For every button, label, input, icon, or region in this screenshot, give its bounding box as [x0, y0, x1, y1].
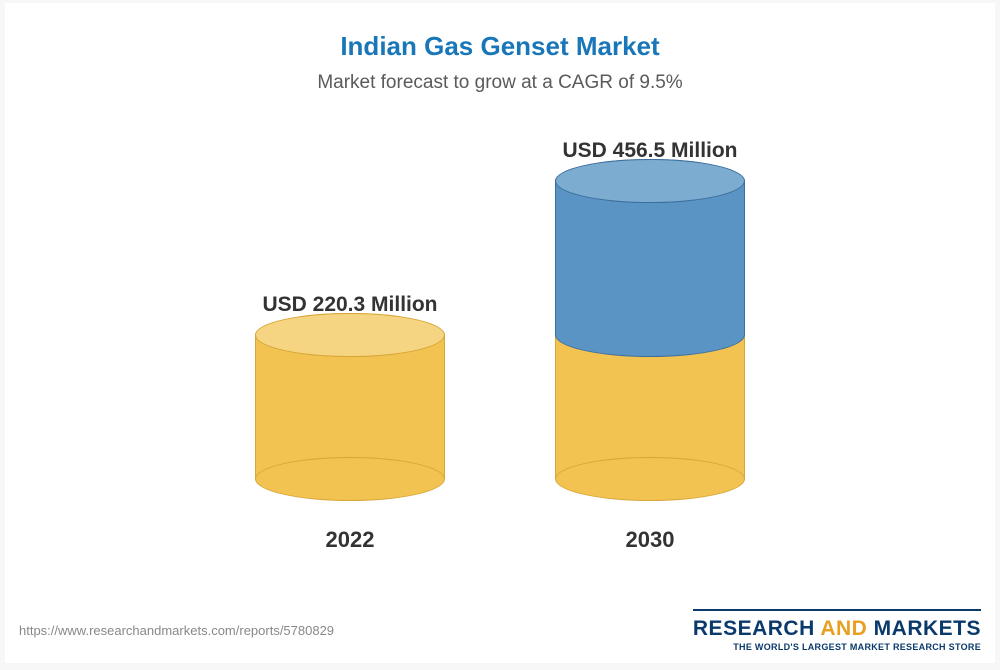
chart-area: USD 220.3 Million 2022 USD 456.5 Million…	[5, 133, 995, 553]
brand-tagline: THE WORLD'S LARGEST MARKET RESEARCH STOR…	[693, 642, 981, 652]
chart-title: Indian Gas Genset Market	[5, 3, 995, 62]
year-label-2022: 2022	[250, 527, 450, 553]
footer: https://www.researchandmarkets.com/repor…	[5, 603, 995, 663]
brand-research: RESEARCH	[693, 617, 815, 640]
brand-logo-text: RESEARCH AND MARKETS	[693, 617, 981, 641]
cylinder-2030: USD 456.5 Million 2030	[550, 139, 750, 553]
brand-and: AND	[820, 617, 867, 640]
source-url: https://www.researchandmarkets.com/repor…	[19, 623, 334, 638]
cylinder-body-2022	[255, 335, 445, 479]
brand-markets: MARKETS	[874, 617, 981, 640]
brand-block: RESEARCH AND MARKETS THE WORLD'S LARGEST…	[693, 609, 981, 652]
cylinder-2022: USD 220.3 Million 2022	[250, 293, 450, 553]
chart-subtitle: Market forecast to grow at a CAGR of 9.5…	[5, 62, 995, 94]
year-label-2030: 2030	[550, 527, 750, 553]
cylinder-body-2030	[555, 181, 745, 479]
chart-container: Indian Gas Genset Market Market forecast…	[5, 3, 995, 663]
